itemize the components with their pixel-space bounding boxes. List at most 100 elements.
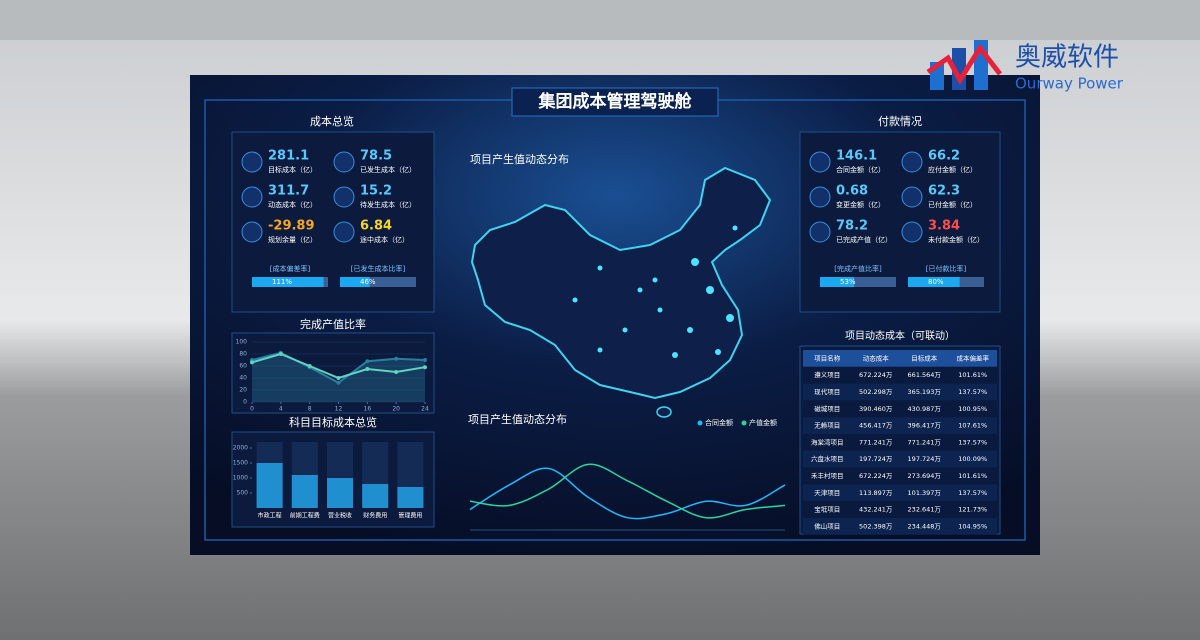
table-cell: 113.897万 — [859, 489, 893, 497]
table-row-bg — [803, 484, 997, 502]
x-tick-label: 20 — [392, 406, 400, 413]
kpi-value: 15.2 — [360, 184, 392, 199]
y-tick-label: 20 — [239, 387, 247, 394]
x-tick-label: 财务费用 — [363, 512, 387, 520]
kpi-value: 62.3 — [928, 184, 960, 199]
table-cell: 101.61% — [958, 472, 987, 480]
table-cell: 无赖项目 — [814, 421, 840, 430]
map-dot — [726, 314, 734, 322]
kpi-label: 已完成产值（亿） — [836, 235, 892, 244]
bar — [291, 475, 318, 508]
map-dot — [687, 327, 693, 333]
ratio-label: [已付款比率] — [926, 264, 967, 273]
table-cell: 232.641万 — [908, 506, 942, 514]
table-cell: 104.95% — [958, 522, 987, 530]
map-dot — [622, 327, 628, 333]
chart-title: 完成产值比率 — [300, 317, 366, 331]
table-cell: 宝坻项目 — [814, 505, 840, 514]
table-cell: 六盘水项目 — [811, 454, 844, 463]
bar — [256, 463, 283, 508]
table-cell: 390.460万 — [859, 405, 893, 413]
chart-title: 科目目标成本总览 — [289, 415, 377, 429]
kpi-icon — [241, 221, 263, 243]
y-tick-label: 0 — [243, 399, 247, 406]
bar — [362, 484, 389, 508]
table-row-bg — [803, 383, 997, 401]
table-cell: 137.57% — [958, 388, 987, 396]
line-point — [336, 380, 341, 385]
logo-subtitle: Ourway Power — [1015, 75, 1124, 93]
kpi-icon — [901, 151, 923, 173]
kpi-icon — [809, 221, 831, 243]
table-cell: 101.397万 — [908, 489, 942, 497]
map-outline — [470, 166, 772, 400]
kpi-label: 应付金额（亿） — [928, 165, 977, 174]
kpi-label: 合同金额（亿） — [836, 165, 885, 174]
kpi-icon — [241, 186, 263, 208]
table-cell: 现代项目 — [814, 387, 840, 396]
ratio-bar — [340, 277, 370, 287]
table-cell: 365.193万 — [908, 388, 942, 396]
y-tick-label: 80 — [239, 351, 247, 358]
kpi-value: 0.68 — [836, 184, 868, 199]
line-point — [394, 370, 399, 374]
kpi-icon — [241, 151, 263, 173]
kpi-label: 已发生成本（亿） — [360, 165, 416, 174]
ratio-value: 53% — [840, 278, 856, 286]
table-cell: 430.987万 — [908, 405, 942, 413]
table-header-bg — [803, 350, 997, 367]
table-cell: 磁城项目 — [814, 404, 840, 413]
ratio-label: [完成产值比率] — [834, 264, 882, 273]
table-cell: 502.298万 — [859, 388, 893, 396]
kpi-value: 146.1 — [836, 149, 877, 164]
x-tick-label: 24 — [421, 406, 429, 413]
ratio-label: [已发生成本比率] — [351, 264, 406, 273]
map-dot — [597, 347, 603, 353]
kpi-value: 311.7 — [268, 184, 309, 199]
kpi-value: 66.2 — [928, 149, 960, 164]
kpi-label: 途中成本（亿） — [360, 235, 409, 244]
table-cell: 661.564万 — [908, 371, 942, 379]
kpi-value: 281.1 — [268, 149, 309, 164]
x-tick-label: 营业税收 — [328, 512, 352, 520]
x-tick-label: 前期工程费 — [290, 512, 320, 520]
trend-line — [469, 463, 786, 519]
table-row-bg — [803, 434, 997, 451]
table-cell: 197.724万 — [859, 455, 893, 463]
table-cell: 137.57% — [958, 489, 987, 497]
map-dot — [706, 286, 714, 294]
ratio-value: 111% — [272, 278, 292, 286]
table-cell: 502.398万 — [859, 522, 893, 530]
map-dot — [637, 287, 643, 293]
ratio-track — [820, 277, 896, 287]
x-tick-label: 管理费用 — [398, 512, 422, 520]
table-cell: 海棠湾项目 — [811, 437, 844, 446]
ceiling — [0, 0, 1200, 40]
table-cell: 天津项目 — [814, 489, 840, 497]
table-header: 动态成本 — [863, 353, 890, 362]
map-dot — [652, 277, 658, 283]
table-cell: 672.224万 — [859, 472, 893, 480]
line-point — [307, 364, 312, 368]
line-point — [365, 359, 370, 364]
kpi-value: 6.84 — [360, 219, 392, 234]
table-cell: 771.241万 — [859, 438, 893, 446]
map-dot — [572, 297, 578, 303]
table-cell: 273.694万 — [908, 472, 942, 480]
table-cell: 396.417万 — [908, 422, 942, 430]
kpi-value: 78.5 — [360, 149, 392, 164]
kpi-icon — [809, 186, 831, 208]
panel-title: 付款情况 — [878, 114, 922, 128]
legend-label: 合同金额 — [705, 418, 733, 427]
bar — [326, 478, 354, 508]
table-cell: 121.73% — [958, 506, 987, 514]
table-cell: 137.57% — [958, 438, 987, 446]
x-tick-label: 市政工程 — [258, 512, 282, 520]
kpi-icon — [809, 151, 831, 173]
table-row-bg — [803, 450, 997, 468]
line-point — [365, 367, 370, 371]
legend-swatch — [741, 420, 747, 426]
ratio-bar — [252, 277, 324, 287]
